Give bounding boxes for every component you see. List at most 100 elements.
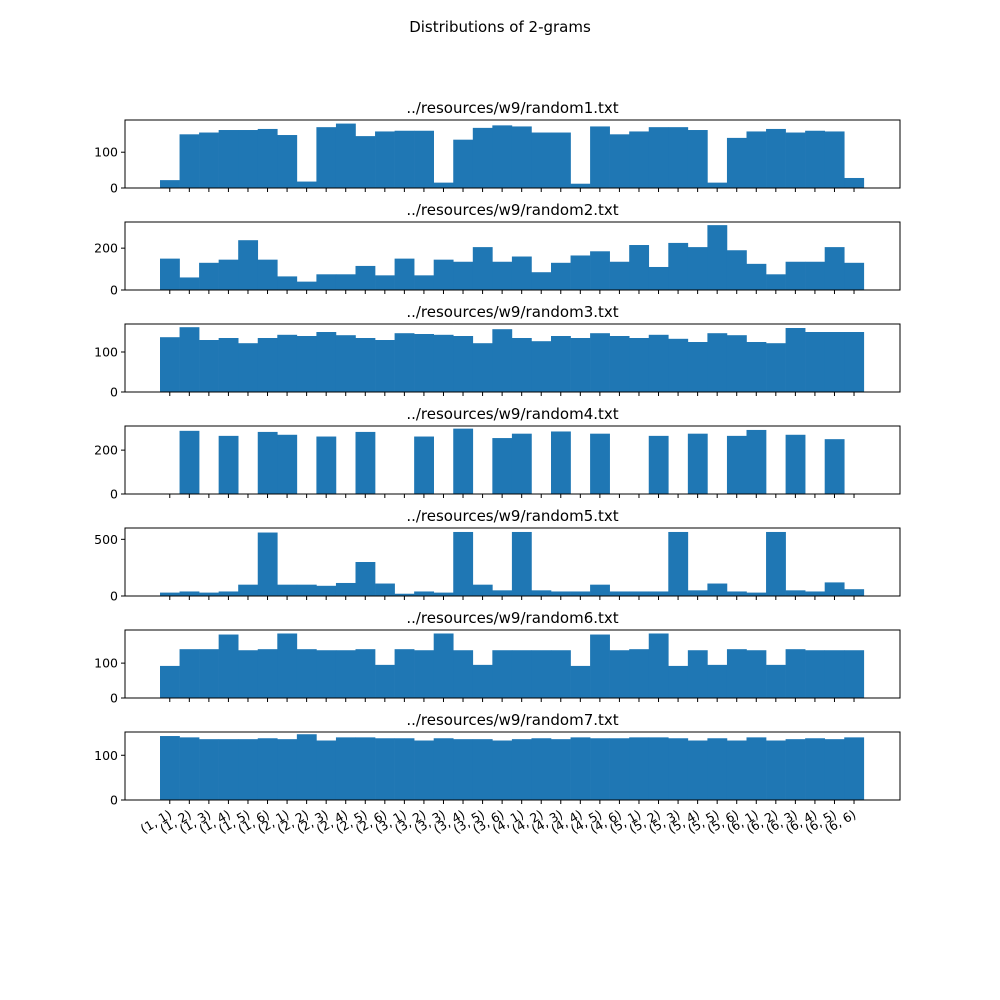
bar: [785, 649, 806, 698]
bar: [824, 247, 845, 290]
bar: [453, 336, 474, 392]
axes-frame: [124, 731, 901, 801]
bar: [687, 130, 708, 188]
y-tick-label: 500: [94, 532, 118, 547]
bar: [511, 650, 532, 698]
bar: [375, 583, 395, 596]
bar: [375, 275, 395, 290]
bar: [785, 132, 806, 188]
bar: [551, 591, 571, 596]
bar: [785, 261, 806, 290]
bar: [805, 130, 825, 188]
bar: [199, 340, 219, 392]
bar: [453, 261, 474, 290]
bar: [453, 531, 474, 596]
subplot-4: ../resources/w9/random4.txt 0 200: [94, 405, 901, 502]
bar: [179, 134, 200, 188]
bar: [335, 737, 356, 800]
bar: [668, 338, 689, 392]
bar: [355, 338, 376, 392]
bar: [805, 591, 825, 596]
bar: [668, 531, 689, 596]
bar: [199, 739, 219, 800]
bar: [629, 649, 650, 698]
bar: [707, 333, 728, 392]
bar: [218, 591, 239, 596]
bar: [414, 275, 434, 290]
bar: [257, 259, 278, 290]
bar: [531, 590, 552, 596]
subplot-3: ../resources/w9/random3.txt 0 100: [94, 303, 901, 400]
bar: [668, 665, 689, 698]
bar: [707, 583, 728, 596]
bar: [492, 125, 513, 188]
bar: [687, 433, 708, 494]
bar: [805, 738, 825, 800]
bar: [531, 650, 552, 698]
bar: [218, 338, 239, 392]
bar: [355, 562, 376, 596]
bar: [375, 131, 395, 188]
bar: [746, 429, 767, 494]
bar: [375, 664, 395, 698]
bar: [414, 130, 434, 188]
bar: [394, 738, 415, 800]
bar: [433, 259, 454, 290]
bar: [766, 343, 786, 392]
axes-frame: [124, 323, 901, 393]
bar: [277, 633, 298, 698]
bar: [453, 428, 474, 494]
bar: [707, 182, 728, 188]
subplot-title: ../resources/w9/random5.txt: [406, 507, 618, 525]
bar: [531, 738, 552, 800]
bar: [335, 123, 356, 188]
bar: [335, 274, 356, 290]
bar: [805, 261, 825, 290]
bar: [257, 431, 278, 494]
bar: [160, 665, 180, 698]
bar: [257, 649, 278, 698]
bar: [257, 128, 278, 188]
axes-frame: [124, 629, 901, 699]
bar: [394, 258, 415, 290]
bar: [277, 276, 298, 290]
bar: [746, 131, 767, 188]
bar: [766, 664, 786, 698]
bar: [726, 591, 747, 596]
bar: [414, 334, 434, 392]
bar: [492, 438, 513, 494]
bar: [472, 127, 493, 188]
bar: [492, 261, 513, 290]
bar: [805, 650, 825, 698]
bar: [511, 433, 532, 494]
bar: [590, 738, 610, 800]
bar: [824, 439, 845, 494]
bar: [824, 131, 845, 188]
bar: [199, 132, 219, 188]
bar: [785, 590, 806, 596]
bar: [511, 531, 532, 596]
bar: [707, 225, 728, 290]
bar: [511, 126, 532, 188]
bar: [394, 593, 415, 596]
bar: [511, 338, 532, 392]
bar: [277, 739, 298, 800]
bar: [414, 740, 434, 800]
bar: [179, 591, 200, 596]
bar: [355, 737, 376, 800]
bar: [335, 582, 356, 596]
bar: [355, 431, 376, 494]
subplot-title: ../resources/w9/random4.txt: [406, 405, 618, 423]
bar: [687, 247, 708, 290]
bar: [726, 335, 747, 392]
bar: [160, 592, 180, 596]
bar: [570, 737, 591, 800]
y-tick-label: 0: [110, 589, 118, 604]
bar: [238, 240, 259, 290]
bar: [277, 334, 298, 392]
bar: [551, 739, 571, 800]
bar: [492, 329, 513, 392]
bar: [296, 584, 317, 596]
bar: [160, 180, 180, 188]
